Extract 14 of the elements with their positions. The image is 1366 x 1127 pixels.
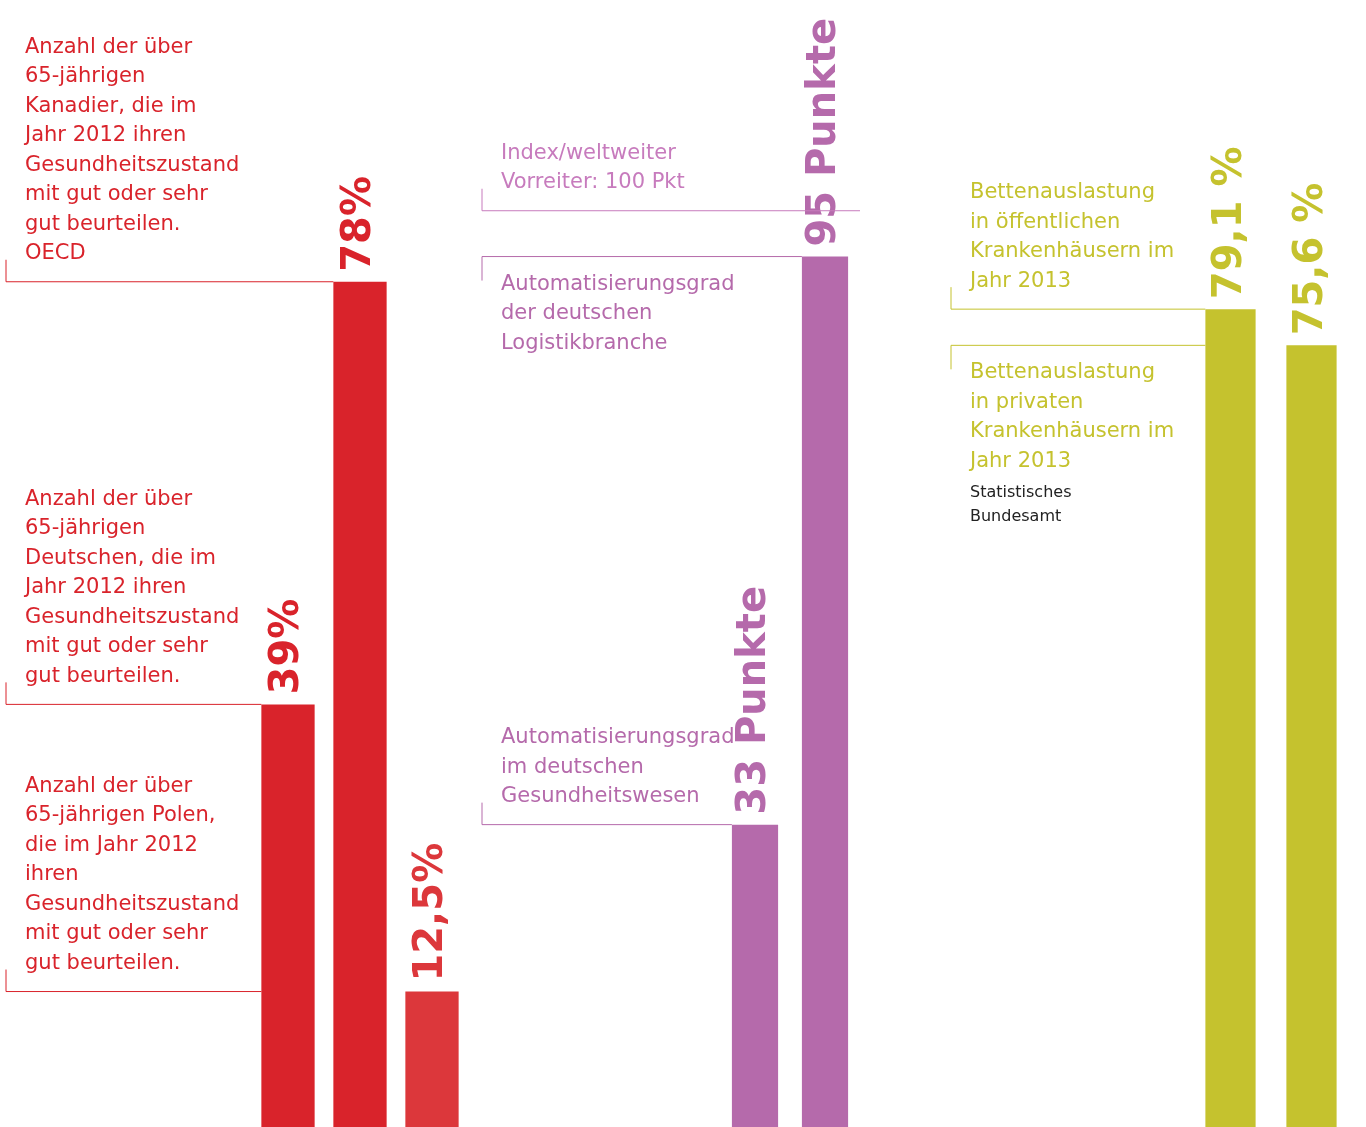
data-label: 39% — [261, 598, 308, 695]
text: Anzahl der über 65-jährigen Polen, die im Jahr 2012 ihren Gesundheitszustand mit gut oder sehr gut beurteilen. — [25, 773, 240, 974]
ref-line-label: Index/weltweiter Vorreiter: 100 Pkt — [501, 139, 685, 194]
data-label: 79,1 % — [1203, 146, 1250, 300]
text: Anzahl der über 65-jährigen Kanadier, die im Jahr 2012 ihren Gesundheitszustand mit gut oder sehr gut beurteilen. OECD — [23, 33, 240, 265]
text: Statistisches Bundesamt — [970, 482, 1072, 526]
data-label: 95 Punkte — [798, 17, 845, 247]
text: Bettenauslastung in öffentlichen Krankenhäusern im Jahr 2013 — [968, 179, 1175, 292]
data-label: 75,6 % — [1284, 182, 1331, 336]
text: Bettenauslastung in privaten Krankenhäusern im Jahr 2013 — [968, 359, 1175, 472]
text: Anzahl der über 65-jährigen Deutschen, die im Jahr 2012 ihren Gesundheitszustand mit gut oder sehr gut beurteilen. — [23, 485, 240, 687]
data-label: 12,5% — [405, 842, 452, 982]
data-label: 78% — [333, 176, 380, 272]
annotation: Automatisierungsgrad der deutschen Logistikbranche — [501, 270, 735, 354]
